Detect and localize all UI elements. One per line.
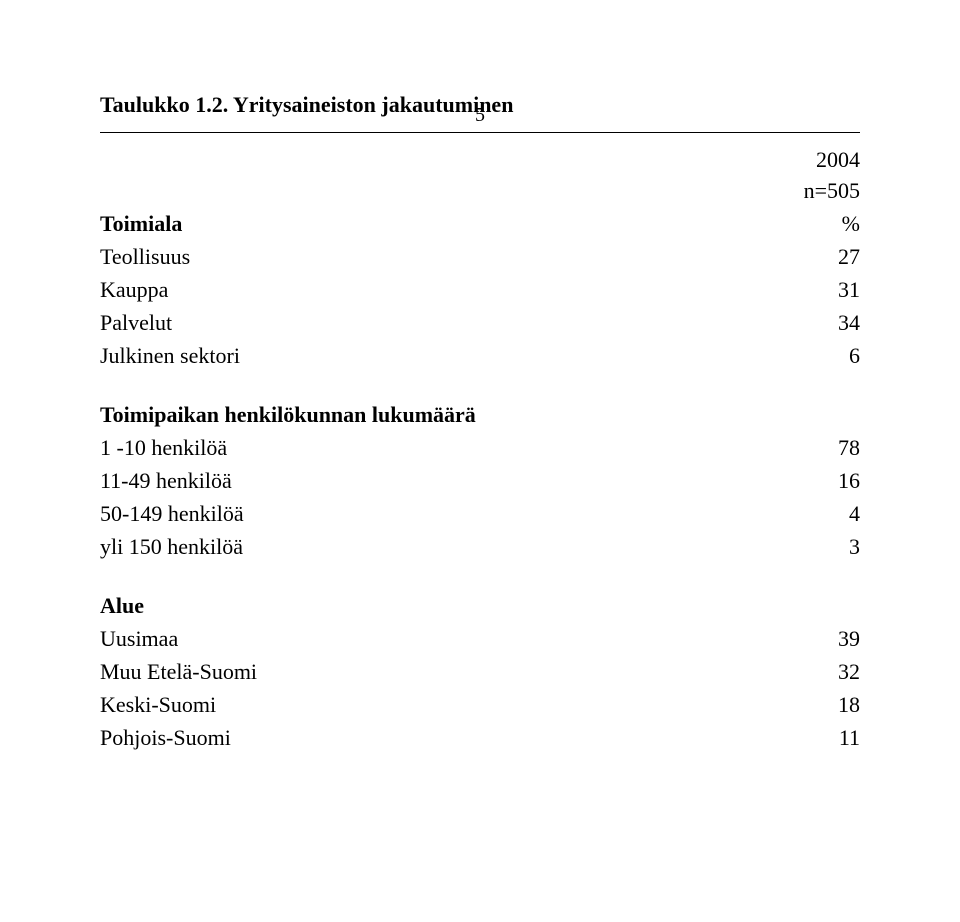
table-row: 11-49 henkilöä 16 — [100, 464, 860, 497]
row-label: Pohjois-Suomi — [100, 721, 760, 754]
section-heading: Toimiala — [100, 207, 760, 240]
row-value: 27 — [760, 240, 860, 273]
section-gap — [100, 372, 860, 398]
table-row: yli 150 henkilöä 3 — [100, 530, 860, 563]
toimipaikka-heading-row: Toimipaikan henkilökunnan lukumäärä — [100, 398, 860, 431]
horizontal-rule — [100, 132, 860, 133]
table-row: Keski-Suomi 18 — [100, 688, 860, 721]
table-row: Muu Etelä-Suomi 32 — [100, 655, 860, 688]
row-label: yli 150 henkilöä — [100, 530, 760, 563]
section-heading: Alue — [100, 589, 760, 622]
table-row: 1 -10 henkilöä 78 — [100, 431, 860, 464]
row-value: 78 — [760, 431, 860, 464]
row-value: 6 — [760, 339, 860, 372]
empty-value — [760, 589, 860, 622]
row-label: Palvelut — [100, 306, 760, 339]
empty-value — [760, 398, 860, 431]
row-label: 11-49 henkilöä — [100, 464, 760, 497]
document-page: 5 Taulukko 1.2. Yritysaineiston jakautum… — [0, 92, 960, 922]
row-label: 50-149 henkilöä — [100, 497, 760, 530]
row-label: Kauppa — [100, 273, 760, 306]
row-label: Uusimaa — [100, 622, 760, 655]
row-value: 3 — [760, 530, 860, 563]
alue-heading-row: Alue — [100, 589, 860, 622]
row-label: Julkinen sektori — [100, 339, 760, 372]
header-n: n=505 — [100, 176, 860, 207]
table-row: Uusimaa 39 — [100, 622, 860, 655]
row-value: 31 — [760, 273, 860, 306]
table-row: Teollisuus 27 — [100, 240, 860, 273]
section-heading: Toimipaikan henkilökunnan lukumäärä — [100, 398, 760, 431]
header-pct: % — [760, 207, 860, 240]
table-row: 50-149 henkilöä 4 — [100, 497, 860, 530]
toimiala-heading-row: Toimiala % — [100, 207, 860, 240]
row-label: 1 -10 henkilöä — [100, 431, 760, 464]
row-value: 39 — [760, 622, 860, 655]
table-row: Palvelut 34 — [100, 306, 860, 339]
row-value: 34 — [760, 306, 860, 339]
table-row: Julkinen sektori 6 — [100, 339, 860, 372]
row-label: Teollisuus — [100, 240, 760, 273]
table-row: Kauppa 31 — [100, 273, 860, 306]
content-block: 2004 n=505 Toimiala % Teollisuus 27 Kaup… — [100, 145, 860, 754]
row-value: 11 — [760, 721, 860, 754]
header-year: 2004 — [100, 145, 860, 176]
page-number: 5 — [0, 104, 960, 127]
section-gap — [100, 563, 860, 589]
row-value: 4 — [760, 497, 860, 530]
row-label: Muu Etelä-Suomi — [100, 655, 760, 688]
row-value: 16 — [760, 464, 860, 497]
row-value: 32 — [760, 655, 860, 688]
row-value: 18 — [760, 688, 860, 721]
table-row: Pohjois-Suomi 11 — [100, 721, 860, 754]
row-label: Keski-Suomi — [100, 688, 760, 721]
